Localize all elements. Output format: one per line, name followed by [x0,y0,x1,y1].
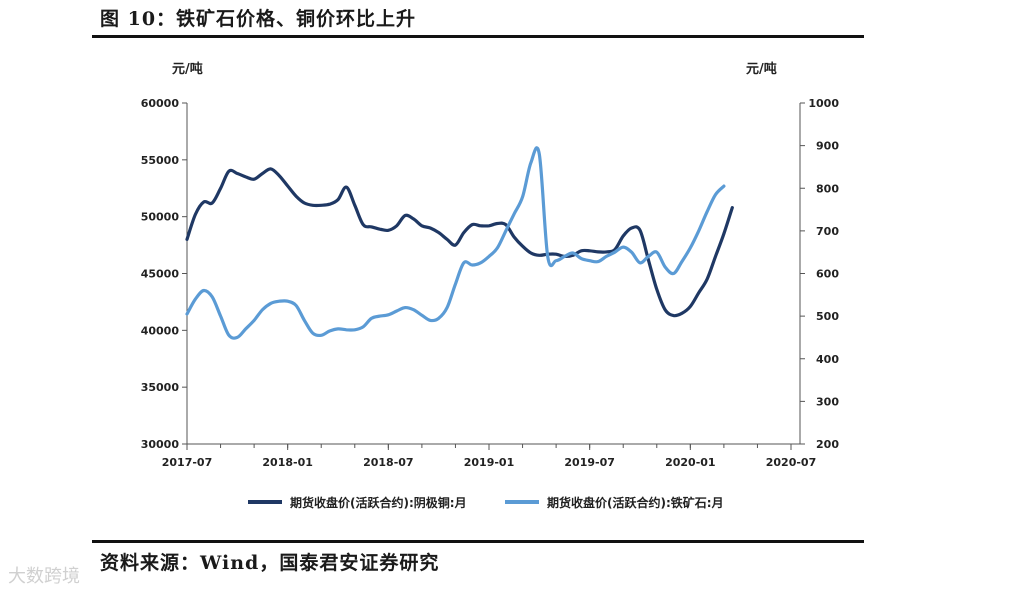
right-tick-label: 500 [816,310,839,323]
bottom-rule [92,540,864,543]
right-tick-label: 700 [816,225,839,238]
left-tick-label: 50000 [141,211,180,224]
x-tick-label: 2018-01 [262,456,313,469]
series-line-copper [185,167,734,318]
source-note: 资料来源：Wind，国泰君安证券研究 [100,552,440,574]
right-axis-unit: 元/吨 [746,61,777,77]
right-tick-label: 1000 [808,97,839,110]
x-tick-label: 2019-07 [564,456,615,469]
right-tick-label: 600 [816,268,839,281]
chart-title: 图 10：铁矿石价格、铜价环比上升 [100,8,417,30]
series-line-iron-ore [185,146,726,340]
left-tick-label: 45000 [141,268,180,281]
right-tick-label: 200 [816,438,839,451]
chart-area: 30000 35000 40000 45000 50000 55000 60000 200 3… [141,61,840,510]
legend-label-copper: 期货收盘价(活跃合约):阴极铜:月 [290,495,467,510]
x-tick-label: 2018-07 [363,456,414,469]
left-tick-label: 55000 [141,154,180,167]
top-rule [92,35,864,38]
x-tick-label: 2019-01 [464,456,515,469]
series-layer [185,146,734,340]
right-tick-label: 900 [816,140,839,153]
right-tick-label: 300 [816,395,839,408]
right-tick-label: 800 [816,182,839,195]
legend-label-iron-ore: 期货收盘价(活跃合约):铁矿石:月 [547,495,724,510]
left-axis: 30000 35000 40000 45000 50000 55000 60000 [141,97,188,451]
x-tick-label: 2020-01 [665,456,716,469]
left-tick-label: 30000 [141,438,180,451]
x-tick-label: 2017-07 [162,456,213,469]
x-tick-label: 2020-07 [766,456,817,469]
right-tick-label: 400 [816,353,839,366]
right-axis: 200 300 400 500 600 700 800 900 1000 [799,97,839,451]
legend: 期货收盘价(活跃合约):阴极铜:月 期货收盘价(活跃合约):铁矿石:月 [248,495,724,510]
left-tick-label: 60000 [141,97,180,110]
x-axis: 2017-07 2018-01 2018-07 2019-01 2019-07 2020-… [162,443,817,469]
left-axis-unit: 元/吨 [172,61,203,77]
left-tick-label: 40000 [141,324,180,337]
left-tick-label: 35000 [141,381,180,394]
watermark: 大数跨境 [8,566,80,587]
